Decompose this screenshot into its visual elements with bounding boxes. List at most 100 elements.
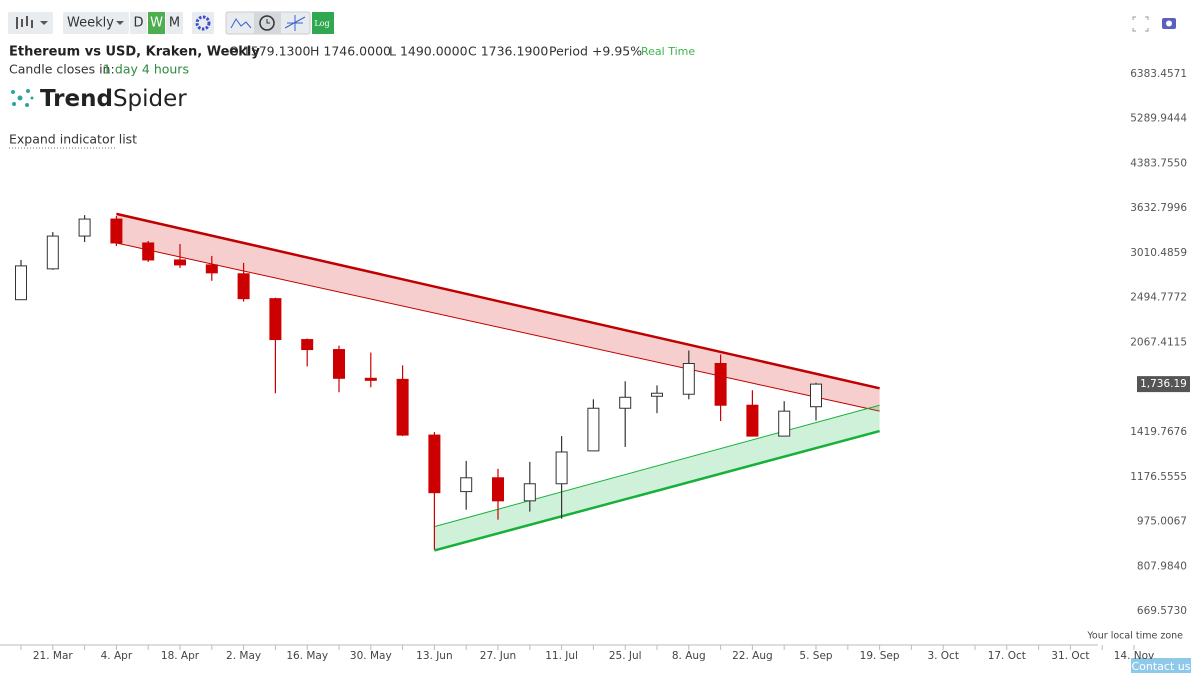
clock-icon <box>259 15 275 31</box>
x-tick-label: 14. Nov <box>1114 650 1155 662</box>
candle-body <box>269 298 282 341</box>
y-tick-label: 669.5730 <box>1137 605 1187 617</box>
y-tick-label: 2494.7772 <box>1130 292 1187 304</box>
expand-indicators[interactable]: Expand indicator list <box>9 132 137 147</box>
ohlc-value: L 1490.0000 <box>389 44 468 59</box>
candle-body <box>237 273 250 300</box>
y-tick-label: 1176.5555 <box>1130 471 1187 483</box>
chart-type-button[interactable] <box>8 12 53 34</box>
settings-button[interactable] <box>192 12 214 34</box>
candle-body <box>555 451 568 485</box>
log-label: Log <box>314 19 329 28</box>
interval-label: Weekly <box>67 16 114 31</box>
x-tick-label: 16. May <box>286 650 328 662</box>
channel-line <box>434 429 880 552</box>
log-button[interactable] <box>312 12 334 34</box>
camera-lens <box>1166 20 1172 27</box>
candle-body <box>810 383 822 408</box>
candle-body <box>46 235 59 270</box>
x-tick-label: 22. Aug <box>732 650 773 662</box>
x-tick-label: 30. May <box>350 650 392 662</box>
tool-icon[interactable] <box>230 18 252 29</box>
timezone-note: Your local time zone <box>1086 631 1183 642</box>
countdown: 1 day 4 hours <box>103 62 189 77</box>
period-change: Period +9.95% <box>549 44 642 59</box>
candle-body <box>428 434 441 494</box>
period-button[interactable] <box>130 12 147 34</box>
x-tick-label: 13. Jun <box>416 650 452 662</box>
candle-body <box>142 242 155 261</box>
logo: TrendSpider <box>40 86 187 112</box>
interval-select[interactable] <box>63 12 129 34</box>
period-button[interactable] <box>148 12 165 34</box>
period-button[interactable] <box>166 12 183 34</box>
y-tick-label: 3632.7996 <box>1130 202 1187 214</box>
logo-bold: Trend <box>40 86 113 112</box>
candle-body <box>492 477 504 502</box>
y-tick-label: 807.9840 <box>1137 560 1187 572</box>
x-tick-label: 27. Jun <box>480 650 516 662</box>
candle-body <box>682 363 695 395</box>
candle-body <box>778 410 791 437</box>
candle-body <box>460 477 473 493</box>
clock-hands <box>266 19 270 24</box>
chart-type-icon <box>16 16 33 29</box>
x-tick-label: 31. Oct <box>1051 650 1089 662</box>
x-tick-label: 21. Mar <box>33 650 74 662</box>
contact-label: Contact us <box>1132 660 1191 673</box>
logo-rest: Spider <box>113 86 187 112</box>
candle-body <box>333 349 345 379</box>
candle-body <box>15 265 27 301</box>
period-label: D <box>133 16 143 31</box>
period-label: M <box>169 16 180 31</box>
y-tick-label: 1419.7676 <box>1130 426 1187 438</box>
data-mode: Real Time <box>641 45 695 58</box>
x-tick-label: 2. May <box>226 650 261 662</box>
channel-fill <box>434 405 880 551</box>
fullscreen-icon[interactable] <box>1132 16 1149 32</box>
last-price-box <box>1137 376 1190 393</box>
y-tick-label: 5289.9444 <box>1130 113 1187 125</box>
ohlc-value: H 1746.0000 <box>310 44 391 59</box>
ohlc-value: C 1736.1900 <box>468 44 548 59</box>
contact-button[interactable] <box>1131 658 1191 673</box>
logo-icon <box>11 89 34 107</box>
dropdown-arrow <box>116 21 124 25</box>
channel-line <box>434 404 880 528</box>
candle-body <box>523 483 536 502</box>
last-price-label: 1,736.19 <box>1140 378 1187 390</box>
chart-title: Ethereum vs USD, Kraken, Weekly <box>9 45 260 60</box>
x-tick-label: 17. Oct <box>988 650 1026 662</box>
x-tick-label: 18. Apr <box>161 650 200 662</box>
candle-body <box>587 407 600 452</box>
candle-body <box>205 264 218 274</box>
candle-body <box>78 218 91 237</box>
tool-icon[interactable] <box>284 15 306 31</box>
y-tick-label: 3010.4859 <box>1130 247 1187 259</box>
x-tick-label: 11. Jul <box>545 650 578 662</box>
x-tick-label: 8. Aug <box>672 650 706 662</box>
y-tick-label: 6383.4571 <box>1130 68 1187 80</box>
y-tick-label: 2067.4115 <box>1130 336 1187 348</box>
candle-body <box>301 339 314 351</box>
x-tick-label: 3. Oct <box>927 650 959 662</box>
candle-body <box>714 363 727 406</box>
x-tick-label: 25. Jul <box>609 650 642 662</box>
candle-body <box>651 392 663 397</box>
candle-body <box>396 378 409 436</box>
candle-body <box>174 259 186 266</box>
candle-body <box>364 377 377 381</box>
x-tick-label: 19. Sep <box>860 650 900 662</box>
candle-body <box>110 218 123 244</box>
period-label: W <box>150 16 163 31</box>
x-tick-label: 4. Apr <box>101 650 133 662</box>
dropdown-arrow <box>40 21 48 25</box>
candle-body <box>746 404 759 437</box>
countdown-label: Candle closes in: <box>9 62 115 77</box>
x-tick-label: 5. Sep <box>799 650 832 662</box>
y-tick-label: 4383.7550 <box>1130 157 1187 169</box>
